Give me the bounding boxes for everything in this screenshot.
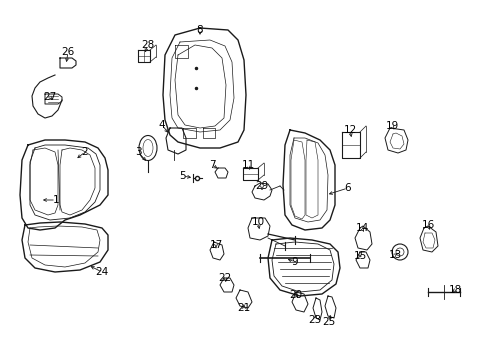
Text: 2: 2 (81, 147, 88, 157)
Polygon shape (291, 292, 307, 312)
Text: 29: 29 (255, 181, 268, 191)
Polygon shape (325, 296, 335, 318)
Polygon shape (354, 226, 371, 250)
Polygon shape (60, 148, 95, 215)
Polygon shape (20, 140, 108, 230)
Polygon shape (45, 94, 62, 104)
Polygon shape (220, 278, 234, 292)
Text: 23: 23 (308, 315, 321, 325)
Text: 27: 27 (43, 92, 57, 102)
Polygon shape (283, 130, 334, 230)
Polygon shape (30, 148, 58, 215)
Circle shape (391, 244, 407, 260)
Text: 5: 5 (179, 171, 186, 181)
Text: 12: 12 (343, 125, 356, 135)
Text: 26: 26 (61, 47, 75, 57)
Text: 20: 20 (289, 290, 302, 300)
Polygon shape (290, 140, 305, 219)
Text: 18: 18 (447, 285, 461, 295)
Polygon shape (312, 298, 321, 320)
Polygon shape (28, 226, 100, 267)
Polygon shape (247, 218, 269, 240)
Polygon shape (243, 168, 258, 180)
Polygon shape (419, 226, 437, 252)
Polygon shape (384, 128, 407, 153)
Polygon shape (341, 132, 359, 158)
Polygon shape (251, 183, 271, 200)
Text: 9: 9 (291, 257, 298, 267)
Text: 15: 15 (353, 251, 366, 261)
Text: 24: 24 (95, 267, 108, 277)
Ellipse shape (139, 135, 157, 161)
Text: 4: 4 (159, 120, 165, 130)
Text: 11: 11 (241, 160, 254, 170)
Text: 13: 13 (387, 250, 401, 260)
Polygon shape (267, 238, 339, 296)
Text: 8: 8 (196, 25, 203, 35)
Polygon shape (138, 50, 150, 62)
Text: 14: 14 (355, 223, 368, 233)
Text: 28: 28 (141, 40, 154, 50)
Polygon shape (305, 140, 317, 218)
Text: 3: 3 (134, 147, 141, 157)
Text: 17: 17 (209, 240, 222, 250)
Polygon shape (209, 242, 224, 260)
Text: 7: 7 (208, 160, 215, 170)
Polygon shape (215, 168, 227, 178)
Text: 1: 1 (53, 195, 59, 205)
Polygon shape (22, 222, 108, 272)
Text: 10: 10 (251, 217, 264, 227)
Polygon shape (236, 290, 251, 308)
Text: 19: 19 (385, 121, 398, 131)
Polygon shape (163, 28, 245, 148)
Text: 6: 6 (344, 183, 350, 193)
Text: 22: 22 (218, 273, 231, 283)
Text: 25: 25 (322, 317, 335, 327)
Polygon shape (30, 145, 100, 220)
Polygon shape (355, 252, 369, 268)
Polygon shape (165, 128, 185, 154)
Polygon shape (60, 58, 76, 68)
Text: 21: 21 (237, 303, 250, 313)
Text: 16: 16 (421, 220, 434, 230)
Polygon shape (271, 242, 333, 292)
